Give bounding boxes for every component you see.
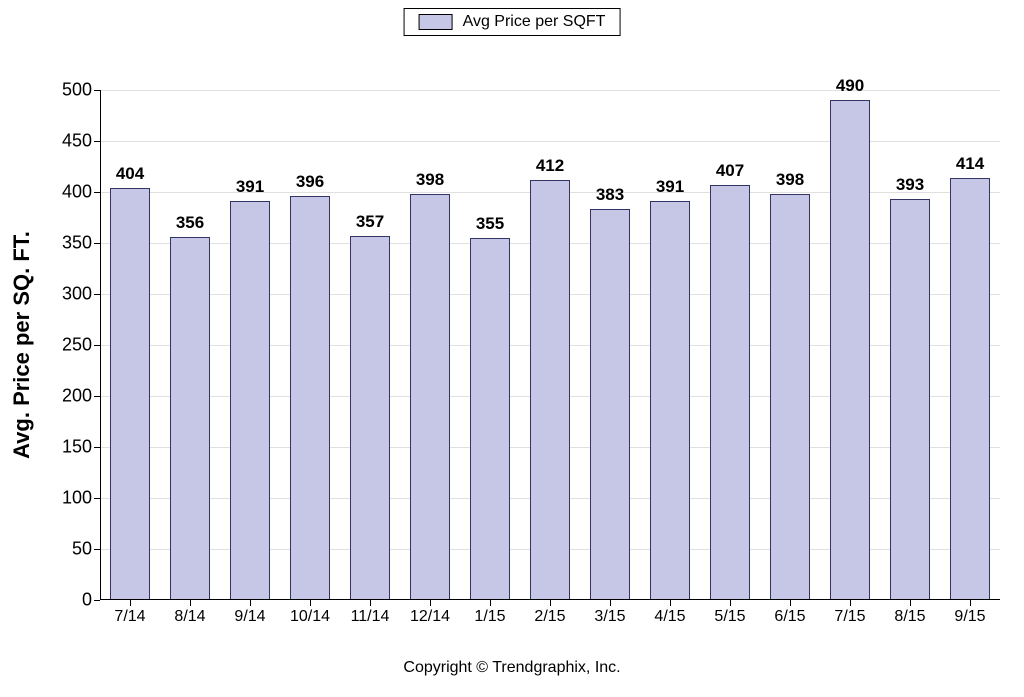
bar <box>350 236 390 600</box>
bar-value-label: 383 <box>580 185 640 205</box>
bar <box>830 100 870 600</box>
bar-value-label: 414 <box>940 154 1000 174</box>
xtick-mark <box>430 600 431 606</box>
xtick-mark <box>970 600 971 606</box>
bar <box>530 180 570 600</box>
bar-value-label: 490 <box>820 76 880 96</box>
bar <box>170 237 210 600</box>
bar <box>770 194 810 600</box>
bar-value-label: 404 <box>100 164 160 184</box>
xtick-mark <box>790 600 791 606</box>
y-axis-title: Avg. Price per SQ. FT. <box>9 231 35 459</box>
xtick-mark <box>730 600 731 606</box>
chart-container: Avg Price per SQFT Avg. Price per SQ. FT… <box>0 0 1024 697</box>
bar-value-label: 412 <box>520 156 580 176</box>
bar-value-label: 391 <box>220 177 280 197</box>
bar <box>890 199 930 600</box>
bar <box>950 178 990 600</box>
bar <box>470 238 510 600</box>
bar <box>590 209 630 600</box>
legend-label: Avg Price per SQFT <box>463 13 606 31</box>
plot-area: 0501001502002503003504004505004047/14356… <box>100 90 1000 600</box>
bar-value-label: 407 <box>700 161 760 181</box>
bar <box>230 201 270 600</box>
xtick-mark <box>250 600 251 606</box>
bar-value-label: 355 <box>460 214 520 234</box>
xtick-mark <box>310 600 311 606</box>
xtick-mark <box>850 600 851 606</box>
bar-value-label: 396 <box>280 172 340 192</box>
xtick-mark <box>610 600 611 606</box>
xtick-mark <box>370 600 371 606</box>
legend: Avg Price per SQFT <box>404 8 621 36</box>
bar-value-label: 356 <box>160 213 220 233</box>
xtick-mark <box>670 600 671 606</box>
legend-swatch <box>419 14 453 30</box>
bar-value-label: 391 <box>640 177 700 197</box>
y-axis-line <box>100 90 101 600</box>
bar <box>650 201 690 600</box>
bar-value-label: 393 <box>880 175 940 195</box>
xtick-mark <box>190 600 191 606</box>
bar <box>290 196 330 600</box>
bar <box>410 194 450 600</box>
bar-value-label: 398 <box>400 170 460 190</box>
xtick-mark <box>910 600 911 606</box>
x-axis-line <box>100 599 1000 600</box>
xtick-mark <box>490 600 491 606</box>
copyright-text: Copyright © Trendgraphix, Inc. <box>403 659 620 677</box>
bar <box>110 188 150 600</box>
xtick-mark <box>550 600 551 606</box>
bar-value-label: 398 <box>760 170 820 190</box>
bar-value-label: 357 <box>340 212 400 232</box>
bar <box>710 185 750 600</box>
ytick-mark <box>94 600 100 601</box>
xtick-mark <box>130 600 131 606</box>
